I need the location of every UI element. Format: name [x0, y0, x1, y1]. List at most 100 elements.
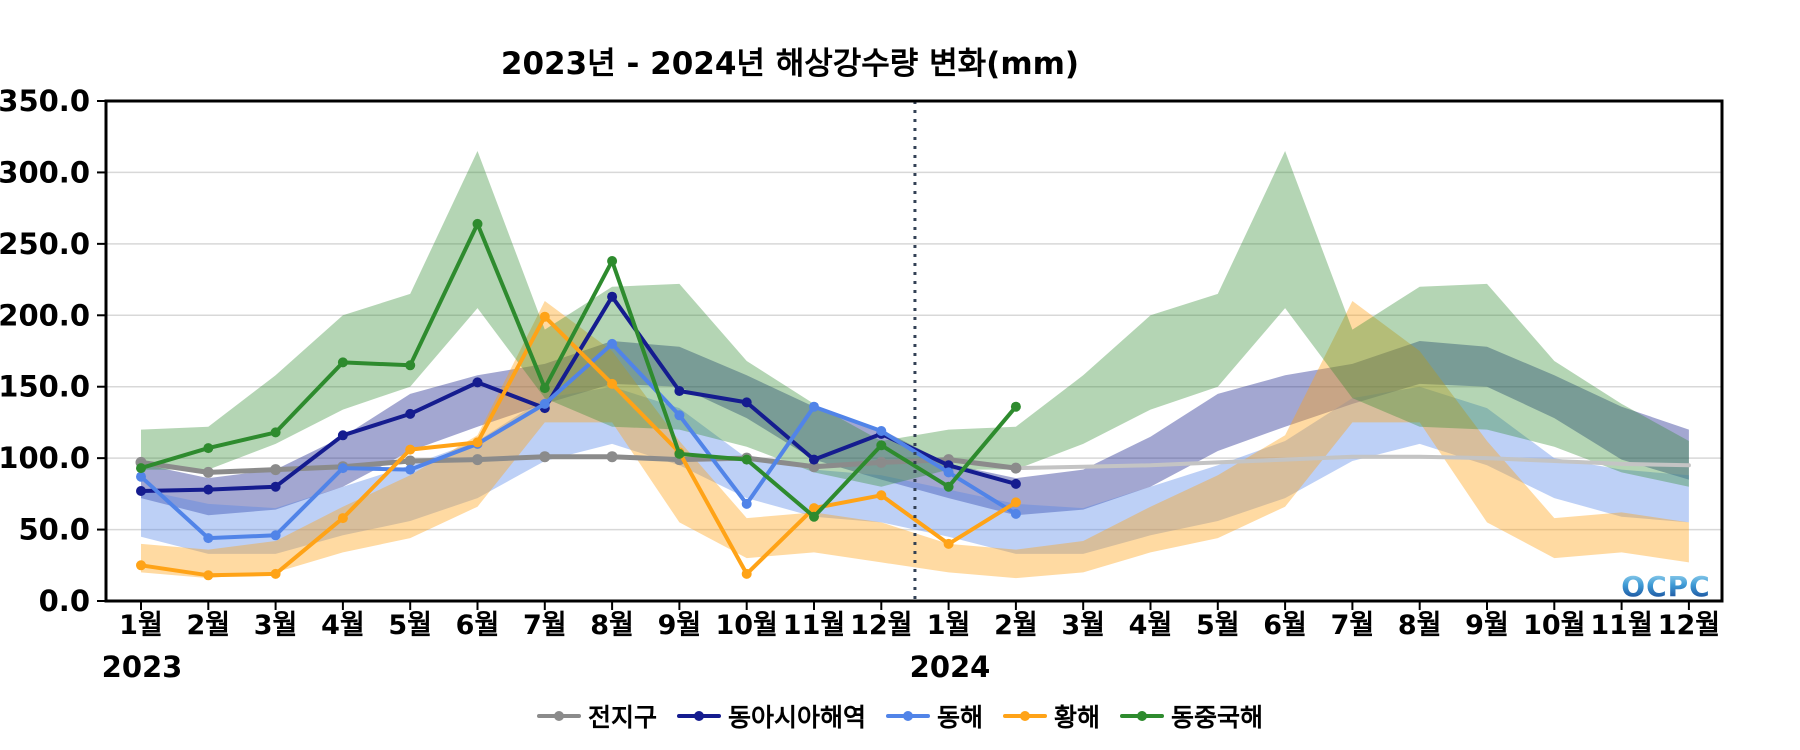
marker-east-sea: [203, 533, 214, 544]
marker-yellow-sea: [405, 444, 416, 455]
marker-east-china-sea: [405, 360, 416, 371]
y-tick-label: 200.0: [0, 298, 90, 332]
y-tick-label: 350.0: [0, 84, 90, 118]
marker-east-asia-seas: [809, 454, 819, 465]
year-label-2023: 2023: [101, 650, 183, 684]
marker-yellow-sea: [607, 378, 618, 389]
marker-east-china-sea: [674, 448, 685, 459]
marker-yellow-sea: [741, 568, 752, 579]
y-tick-label: 0.0: [39, 584, 90, 618]
marker-east-sea: [136, 471, 146, 482]
marker-east-sea: [741, 498, 752, 509]
legend-item-east-sea: 동해: [885, 698, 983, 734]
x-tick-label: 4월: [1129, 610, 1173, 641]
marker-east-china-sea: [943, 481, 954, 492]
marker-east-sea: [270, 530, 281, 541]
plot-border: [104, 99, 1724, 603]
legend-marker-east-china-sea: [1120, 710, 1165, 722]
band-yellow-sea: [141, 301, 1689, 579]
x-tick-label: 2월: [994, 610, 1038, 641]
marker-east-asia-seas: [136, 486, 146, 496]
marker-yellow-sea: [809, 503, 819, 514]
x-tick-label: 9월: [658, 610, 702, 641]
legend-marker-yellow-sea: [1003, 710, 1047, 722]
marker-east-china-sea: [270, 427, 281, 438]
x-tick-label: 3월: [254, 610, 298, 641]
marker-yellow-sea: [136, 560, 146, 571]
line-yellow-sea: [139, 314, 1018, 578]
legend-label: 황해: [1054, 703, 1101, 732]
x-tick-label: 6월: [456, 610, 500, 641]
marker-east-asia-seas: [203, 484, 214, 495]
y-tick-label: 150.0: [0, 370, 90, 404]
x-tick-label: 7월: [1331, 610, 1375, 641]
marker-global: [808, 461, 820, 473]
marker-east-sea: [405, 464, 416, 475]
x-tick-label: 11월: [1590, 610, 1652, 641]
marker-east-china-sea: [136, 463, 146, 474]
x-tick-label: 8월: [590, 610, 634, 641]
marker-east-china-sea: [337, 357, 348, 368]
marker-east-sea: [337, 463, 348, 474]
marker-yellow-sea: [270, 568, 281, 579]
legend-item-global: 전지구: [536, 698, 657, 734]
marker-east-china-sea: [472, 218, 483, 229]
marker-yellow-sea: [876, 490, 887, 501]
x-tick-label: 6월: [1263, 610, 1307, 641]
legend-item-east-asia-seas: 동아시아해역: [676, 698, 866, 734]
legend-item-east-china-sea: 동중국해: [1120, 698, 1263, 734]
marker-yellow-sea: [337, 513, 348, 524]
legend-label: 전지구: [587, 703, 657, 732]
marker-east-china-sea: [539, 383, 550, 394]
marker-east-asia-seas: [1010, 478, 1021, 489]
marker-global: [270, 464, 282, 476]
band-east-sea: [141, 386, 1689, 554]
x-tick-label: 9월: [1465, 610, 1509, 641]
line-east-china-sea: [139, 221, 1018, 519]
marker-east-asia-seas: [943, 460, 954, 471]
legend-label: 동해: [936, 703, 983, 732]
x-tick-label: 8월: [1398, 610, 1442, 641]
marker-east-asia-seas: [607, 291, 618, 302]
x-tick-label: 2월: [186, 610, 230, 641]
ocpc-logo: OCPC: [1621, 570, 1710, 603]
x-tick-label: 10월: [715, 610, 777, 641]
legend-dot-swatch: [1137, 711, 1148, 721]
marker-global: [606, 451, 618, 463]
marker-yellow-sea: [943, 538, 954, 549]
x-tick-label: 12월: [1658, 610, 1720, 641]
marker-east-asia-seas: [405, 408, 416, 419]
legend-label: 동아시아해역: [727, 703, 866, 732]
legend-marker-global: [536, 710, 581, 722]
marker-east-china-sea: [203, 443, 214, 454]
legend: 전지구 동아시아해역 동해 황해 동중국해: [0, 698, 1800, 734]
band-east-china-sea: [141, 151, 1689, 487]
year-label-2024: 2024: [909, 650, 991, 684]
x-tick-label: 1월: [927, 610, 971, 641]
y-tick-label: 50.0: [18, 513, 90, 547]
legend-marker-east-sea: [885, 710, 930, 722]
chart-title: 2023년 - 2024년 해상강수량 변화(mm): [500, 46, 1080, 82]
marker-yellow-sea: [203, 570, 214, 581]
marker-east-asia-seas: [741, 397, 752, 408]
marker-east-sea: [1010, 508, 1021, 519]
line-east-sea: [139, 341, 1018, 541]
x-tick-label: 1월: [119, 610, 163, 641]
marker-global: [404, 455, 416, 467]
marker-east-asia-seas: [472, 377, 483, 388]
marker-east-sea: [943, 467, 954, 478]
marker-east-china-sea: [607, 256, 618, 266]
marker-east-asia-seas: [337, 430, 348, 441]
marker-east-sea: [539, 398, 550, 409]
marker-east-sea: [876, 426, 887, 436]
x-tick-label: 3월: [1061, 610, 1105, 641]
x-tick-label: 11월: [783, 610, 845, 641]
marker-global: [539, 451, 551, 463]
marker-east-sea: [607, 338, 618, 349]
x-tick-label: 4월: [321, 610, 365, 641]
marker-global: [875, 456, 887, 468]
marker-east-sea: [809, 401, 819, 412]
legend-item-yellow-sea: 황해: [1003, 698, 1100, 734]
